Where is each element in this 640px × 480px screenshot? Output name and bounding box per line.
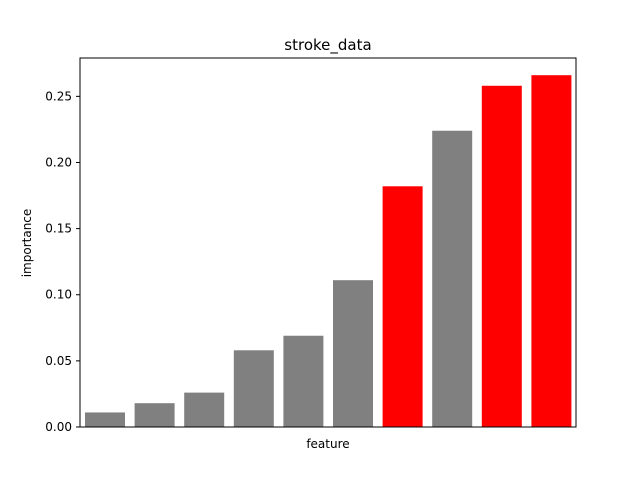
y-axis-ticks: 0.00 0.05 0.10 0.15 0.20 0.25 bbox=[45, 89, 80, 434]
bar-6 bbox=[333, 280, 373, 427]
bar-4 bbox=[233, 350, 274, 427]
bars-group bbox=[85, 75, 572, 428]
plot-frame bbox=[79, 57, 577, 428]
y-tick-label: 0.20 bbox=[45, 155, 72, 169]
bar-10 bbox=[531, 75, 572, 427]
y-tick-label: 0.10 bbox=[45, 288, 72, 302]
bar-2 bbox=[134, 403, 175, 427]
bar-9 bbox=[481, 85, 522, 428]
bar-3 bbox=[184, 392, 225, 427]
x-axis-label: feature bbox=[306, 437, 349, 451]
bar-7 bbox=[382, 186, 423, 427]
bar-1 bbox=[85, 412, 125, 427]
y-tick-label: 0.15 bbox=[45, 222, 72, 236]
y-tick-label: 0.00 bbox=[45, 420, 72, 434]
chart-title: stroke_data bbox=[284, 36, 371, 55]
y-tick-label: 0.05 bbox=[45, 354, 72, 368]
bar-5 bbox=[283, 335, 324, 427]
y-axis-label: importance bbox=[20, 209, 34, 278]
bar-8 bbox=[432, 130, 473, 428]
y-tick-label: 0.25 bbox=[45, 89, 72, 103]
